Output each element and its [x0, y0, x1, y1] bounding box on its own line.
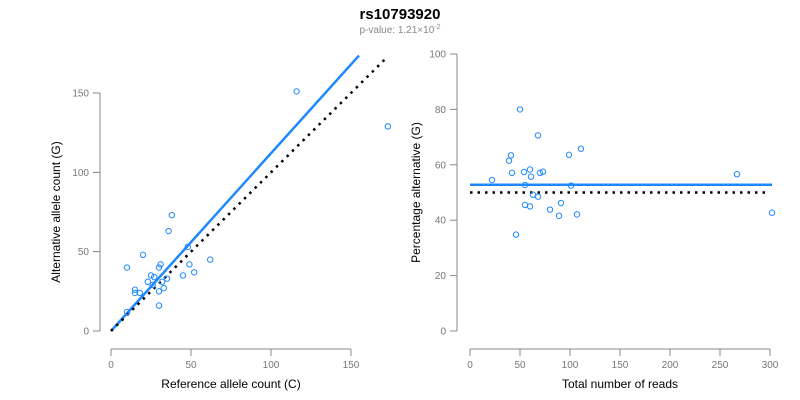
x-tick-label: 150 [612, 360, 629, 371]
data-point [155, 302, 163, 309]
data-point [184, 243, 192, 251]
data-point [159, 278, 166, 286]
y-tick-label: 100 [429, 50, 446, 61]
x-tick-label: 200 [662, 360, 679, 371]
y-tick-label: 0 [83, 327, 89, 338]
data-point [149, 281, 156, 289]
data-point [136, 289, 144, 297]
x-tick-label: 100 [263, 360, 280, 371]
y-tick-label: 0 [440, 327, 446, 338]
data-point [168, 211, 176, 219]
data-point [144, 278, 152, 286]
y-axis-label: Alternative allele count (G) [49, 141, 63, 282]
data-point [546, 206, 554, 213]
data-point [131, 286, 139, 293]
data-point [733, 171, 741, 178]
data-point [293, 88, 300, 95]
x-tick-label: 150 [343, 360, 360, 371]
data-point [384, 123, 391, 130]
data-point [157, 261, 164, 268]
data-point [508, 169, 516, 177]
data-point [147, 272, 155, 279]
data-point [163, 275, 171, 282]
data-point [527, 173, 535, 180]
y-tick-label: 80 [435, 105, 447, 116]
reference-line [110, 57, 388, 332]
data-point [505, 157, 513, 164]
data-point [139, 251, 147, 259]
plot-allele-counts: 0 50 100 150 0 50 100 150 Reference allele count… [49, 54, 391, 391]
data-point [186, 261, 193, 268]
data-point [565, 151, 573, 159]
data-point [521, 181, 529, 189]
data-point [567, 182, 575, 189]
x-tick-label: 100 [562, 360, 579, 371]
y-axis-label: Percentage alternative (G) [409, 122, 423, 263]
data-point [536, 169, 544, 177]
x-tick-label: 50 [185, 360, 197, 371]
data-point [573, 211, 581, 218]
data-point [555, 212, 563, 219]
data-point [507, 152, 515, 159]
data-point [179, 272, 187, 279]
data-point [123, 308, 131, 316]
data-point [191, 269, 198, 276]
data-point [521, 201, 529, 209]
x-tick-label: 250 [712, 360, 729, 371]
plot-percentage-alternative: 0 50 100 150 200 250 300 0 20 40 60 80 100 Total numb… [409, 50, 779, 392]
data-point [155, 264, 163, 271]
x-tick-label: 50 [514, 360, 526, 371]
data-point [160, 284, 168, 292]
data-point [131, 289, 139, 297]
data-point [520, 168, 528, 176]
data-point [539, 168, 547, 175]
y-tick-label: 150 [72, 89, 89, 100]
chart-title: rs10793920 [360, 6, 441, 23]
y-tick-label: 60 [435, 160, 447, 171]
data-point [577, 145, 585, 152]
data-point [529, 191, 537, 198]
x-tick-label: 0 [467, 360, 473, 371]
x-axis-label: Total number of reads [562, 377, 678, 391]
data-point [207, 256, 214, 263]
y-tick-label: 50 [78, 247, 90, 258]
x-tick-label: 0 [108, 360, 114, 371]
x-axis-label: Reference allele count (C) [161, 377, 300, 391]
data-point [488, 176, 496, 184]
data-point [768, 209, 776, 216]
data-point [165, 227, 172, 235]
data-point [512, 231, 520, 238]
data-point [151, 273, 158, 281]
data-point [155, 288, 163, 295]
data-point [516, 106, 524, 113]
y-tick-label: 20 [435, 271, 447, 282]
data-point [123, 264, 131, 271]
data-point [526, 166, 534, 173]
data-point [557, 199, 565, 207]
y-tick-label: 40 [435, 216, 447, 227]
fit-line [110, 54, 360, 332]
x-tick-label: 300 [762, 360, 779, 371]
chart-subtitle: p-value: 1.21×10-2 [359, 24, 440, 36]
data-point [534, 132, 542, 139]
y-tick-label: 100 [72, 168, 89, 179]
